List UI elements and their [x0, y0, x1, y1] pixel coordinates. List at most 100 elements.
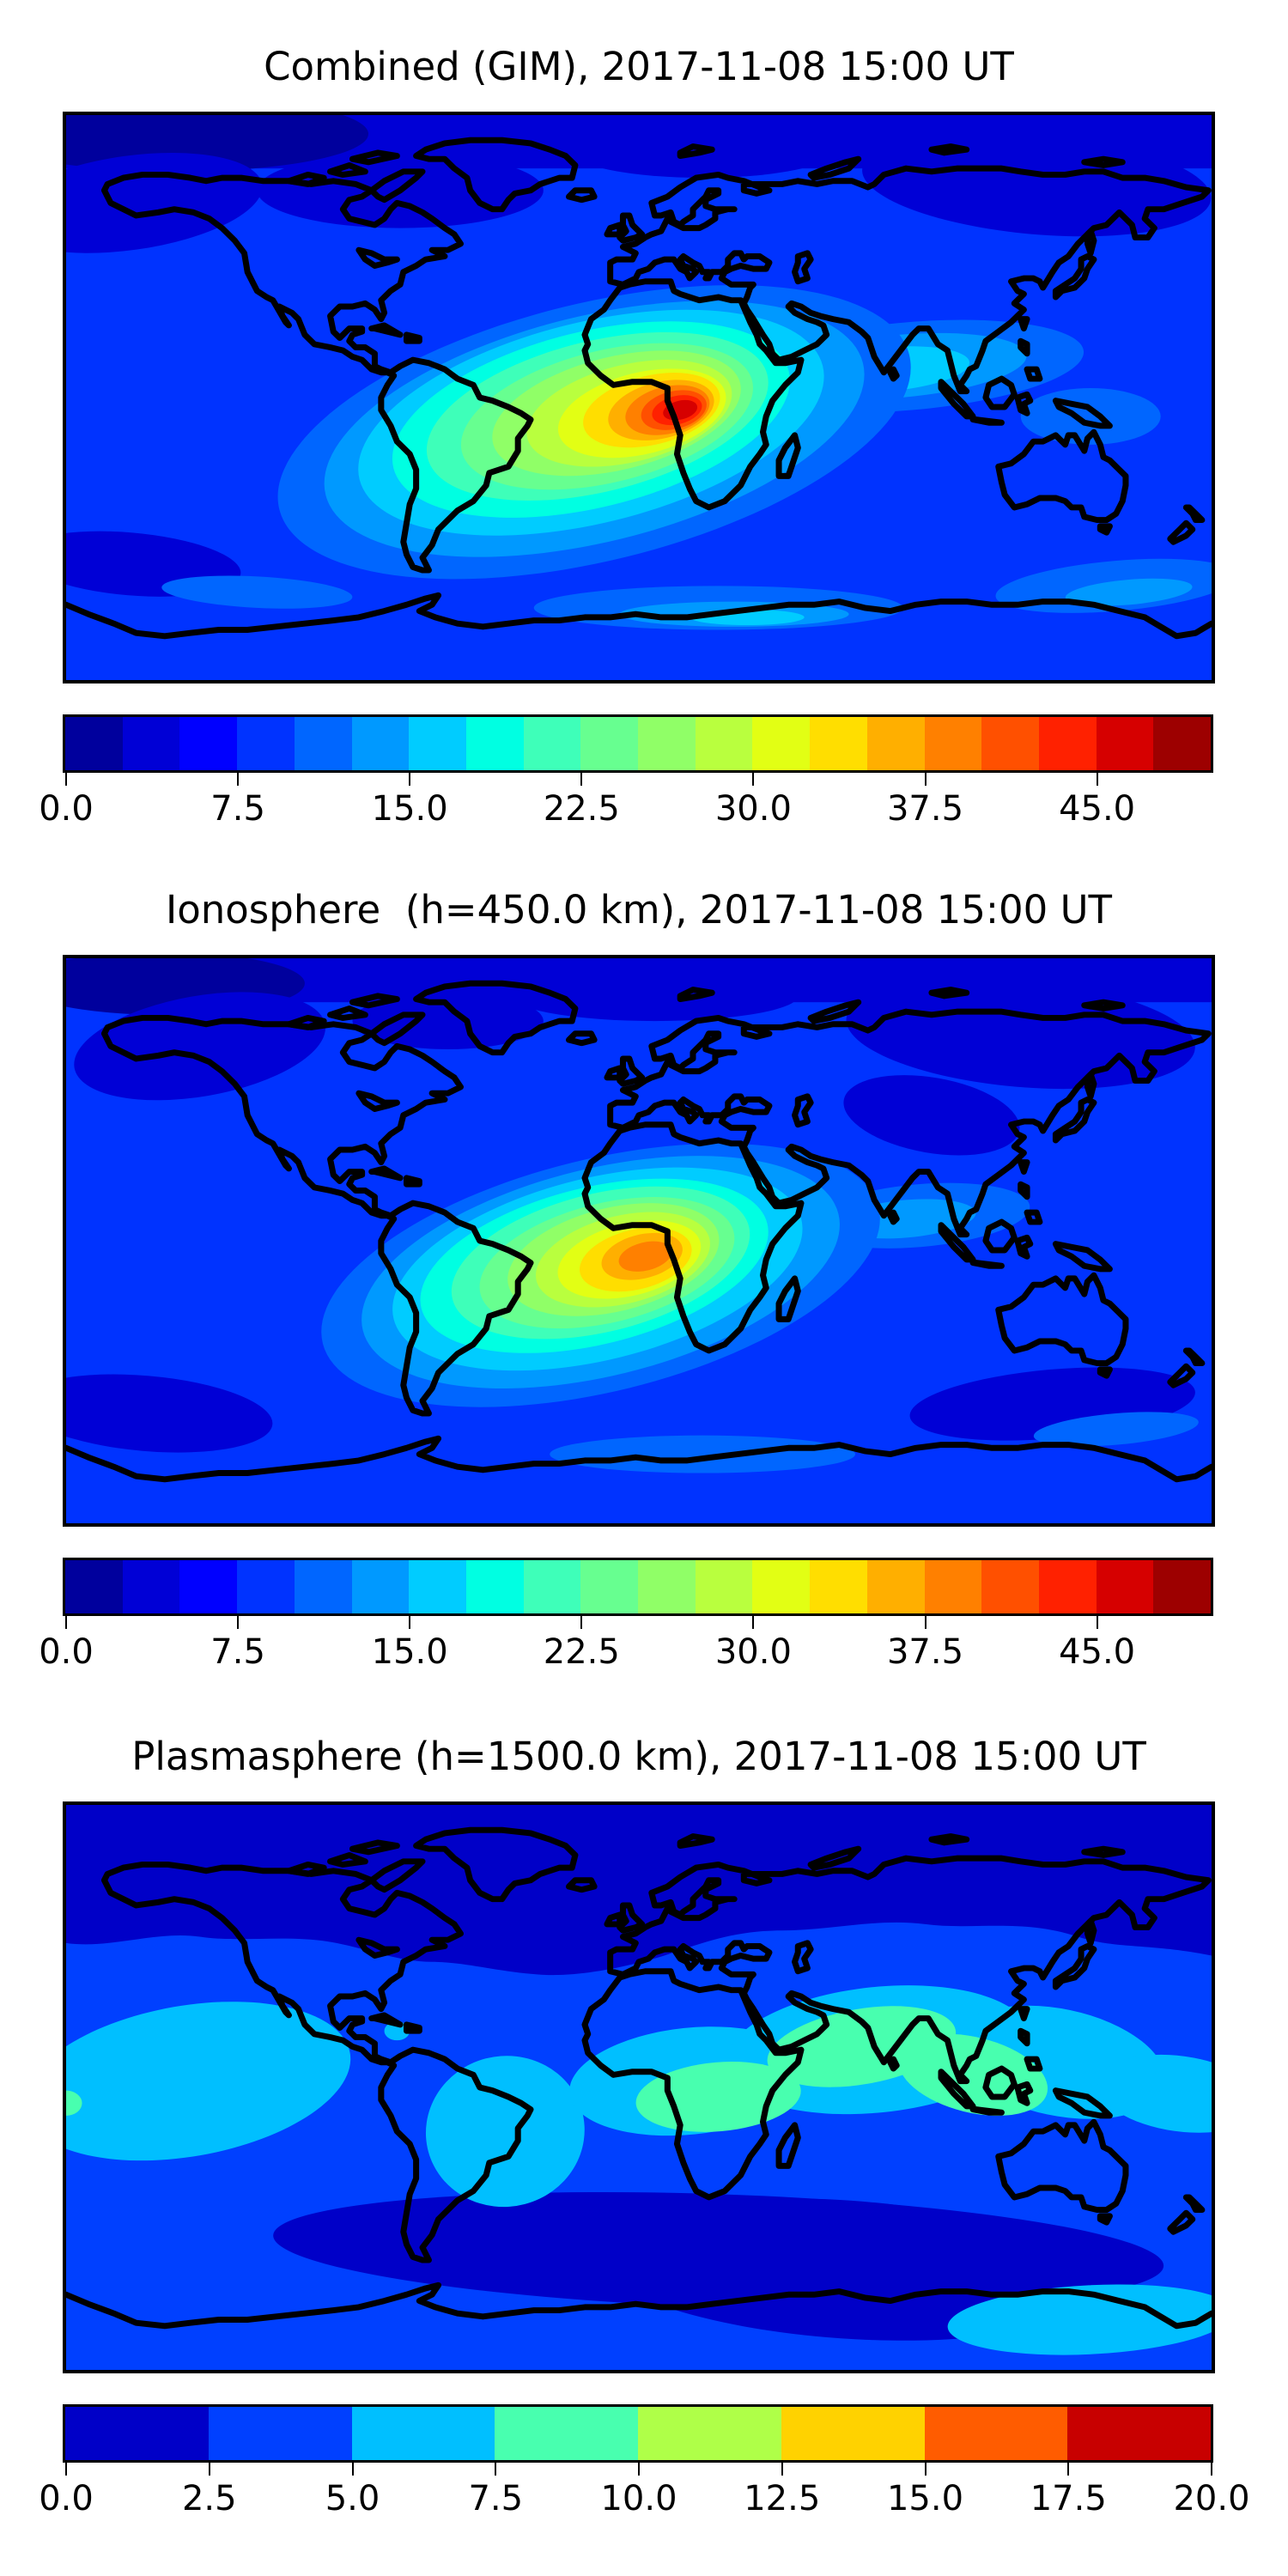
coastline-path — [413, 980, 579, 1056]
coastline-path — [607, 1008, 1212, 1238]
coastline-path — [617, 212, 646, 244]
coastline-path — [1167, 2209, 1196, 2235]
colorbar-segment — [465, 1560, 524, 1613]
colorbar-ticks — [0, 2463, 1288, 2476]
coastline-path — [1014, 391, 1034, 416]
colorbar-segment — [924, 717, 982, 770]
colorbar-tick — [924, 2463, 927, 2476]
coastline-path — [1018, 2006, 1030, 2022]
world-map-svg — [66, 1805, 1212, 2370]
coastline-path — [807, 155, 862, 181]
colorbar-segment — [1067, 2407, 1211, 2460]
panel-ionosphere: Ionosphere (h=450.0 km), 2017-11-08 15:0… — [0, 886, 1288, 1710]
coastline-path — [565, 1030, 598, 1047]
coastline-path — [887, 366, 900, 382]
colorbar-segment — [924, 1560, 982, 1613]
colorbar-segment — [237, 1560, 295, 1613]
colorbar-segment — [1038, 1560, 1097, 1613]
colorbar-tick — [781, 2463, 783, 2476]
colorbar-tick — [409, 773, 411, 786]
colorbar-segment — [924, 2407, 1068, 2460]
contour-band — [898, 2033, 1048, 2116]
contour-band — [511, 970, 799, 1022]
coastline-path — [887, 1209, 900, 1225]
colorbar-tick-label: 7.5 — [468, 2479, 524, 2518]
coastline-path — [565, 1877, 598, 1893]
coastline-path — [792, 250, 814, 285]
coastline-path — [928, 1833, 970, 1846]
coastline-path — [887, 2056, 900, 2072]
colorbar-segment — [523, 1560, 581, 1613]
colorbar-segment — [781, 2407, 925, 2460]
coastline-path — [995, 428, 1129, 524]
colorbar-segment — [351, 2407, 495, 2460]
colorbar-segment — [409, 1560, 466, 1613]
coastline-path — [66, 592, 1212, 640]
coastline-path — [969, 1260, 1005, 1269]
contour-band — [425, 2056, 585, 2208]
colorbar-segment — [65, 2407, 209, 2460]
colorbar-segment — [1096, 1560, 1154, 1613]
colorbar-segment — [981, 717, 1039, 770]
world-map — [63, 112, 1215, 683]
contour-band — [843, 1075, 1020, 1156]
coastline-path — [938, 1222, 976, 1263]
coastline-path — [604, 1065, 623, 1081]
colorbar-segment — [638, 717, 696, 770]
coastline-path — [1052, 253, 1097, 301]
coastline-path — [938, 2069, 976, 2110]
colorbar-tick — [495, 2463, 497, 2476]
coastline-path — [581, 278, 805, 511]
coastline-path — [969, 416, 1005, 426]
colorbar-segment — [294, 1560, 352, 1613]
coastline-path — [355, 1090, 400, 1112]
colorbar-segment — [695, 717, 753, 770]
colorbar-segment — [465, 717, 524, 770]
colorbar-segment — [752, 1560, 811, 1613]
colorbar-segment — [122, 717, 180, 770]
contour-band — [947, 2284, 1212, 2355]
colorbar-tick — [580, 773, 583, 786]
coastline-path — [327, 1005, 368, 1021]
colorbar-tick-labels: 0.0 7.5 15.0 22.5 30.0 37.5 45.0 — [0, 1631, 1288, 1674]
coastline-path — [1084, 1917, 1097, 1947]
contour-band — [1097, 2054, 1212, 2133]
coastline-path — [928, 987, 970, 999]
coastline-path — [1052, 2087, 1113, 2119]
coastline-path — [285, 1014, 327, 1030]
coastline-path — [775, 432, 801, 479]
coastline-path — [1052, 1241, 1113, 1273]
coastline-path — [1024, 2056, 1043, 2072]
panel-title: Plasmasphere (h=1500.0 km), 2017-11-08 1… — [131, 1734, 1146, 1779]
colorbar — [63, 1558, 1213, 1616]
coastline-path — [617, 1055, 646, 1087]
contour-band — [862, 131, 1212, 237]
panel-plasmasphere: Plasmasphere (h=1500.0 km), 2017-11-08 1… — [0, 1733, 1288, 2557]
panel-title: Combined (GIM), 2017-11-08 15:00 UT — [264, 44, 1014, 89]
coastline-path — [565, 187, 598, 204]
colorbar-tick — [208, 2463, 210, 2476]
colorbar-segment — [638, 1560, 696, 1613]
coastline-path — [1018, 337, 1030, 357]
colorbar-tick-label: 15.0 — [371, 789, 448, 829]
colorbar-tick — [65, 1616, 67, 1629]
contour-band — [618, 1241, 672, 1272]
coastline-path — [1167, 519, 1196, 545]
world-map — [63, 1801, 1215, 2373]
colorbar-segment — [810, 717, 867, 770]
coastline-path — [355, 1936, 400, 1959]
colorbar-segment — [179, 717, 238, 770]
colorbar-tick — [752, 773, 755, 786]
colorbar-tick — [1211, 2463, 1212, 2476]
colorbar-segment — [351, 1560, 410, 1613]
colorbar-tick-labels: 0.0 7.5 15.0 22.5 30.0 37.5 45.0 — [0, 788, 1288, 831]
colorbar-tick-label: 37.5 — [886, 789, 964, 829]
coastline-path — [604, 222, 623, 238]
coastline-path — [349, 993, 400, 1009]
coastline-path — [285, 171, 327, 187]
coastline-path — [1182, 504, 1206, 524]
panel-combined: Combined (GIM), 2017-11-08 15:00 UT 0.0 7… — [0, 43, 1288, 867]
colorbar-tick-labels: 0.0 2.5 5.0 7.5 10.0 12.5 15.0 17.5 20.0 — [0, 2478, 1288, 2521]
coastline-path — [938, 379, 976, 420]
